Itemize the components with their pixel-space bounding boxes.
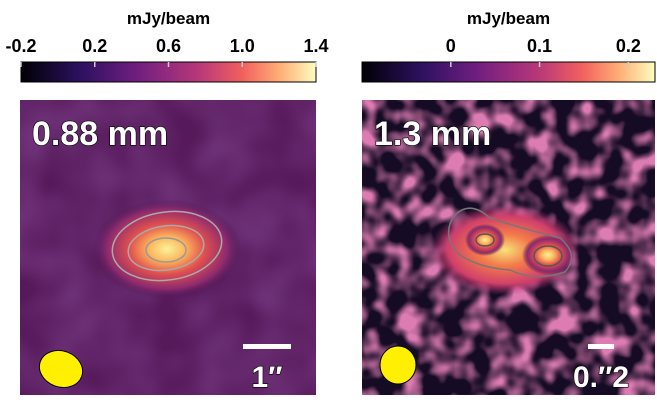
colorbar-label: mJy/beam: [467, 9, 550, 28]
colorbar-tick-label: 1.4: [303, 36, 328, 56]
beam: [380, 346, 416, 384]
colorbar-tick-label: 0.1: [527, 36, 552, 56]
scale-bar: [243, 344, 291, 349]
colorbar-label: mJy/beam: [127, 9, 210, 28]
scale-bar: [588, 344, 614, 349]
scale-bar-label: 0.″2: [573, 361, 629, 394]
source: [92, 199, 242, 299]
colorbar-tick-label: 0.2: [82, 36, 107, 56]
figure: mJy/beam -0.2 0.2 0.6 1.0 1.4 0.88 mm 1″ mJy/bea…: [0, 0, 657, 403]
colorbar-tick-label: -0.2: [5, 36, 36, 56]
colorbar-tick-label: 0: [446, 36, 456, 56]
colorbar-tick-label: 1.0: [230, 36, 255, 56]
panel-label: 0.88 mm: [32, 115, 168, 153]
source: [465, 224, 505, 256]
scale-bar-label: 1″: [251, 361, 282, 394]
colorbar-tick-label: 0.6: [156, 36, 181, 56]
colorbar: [362, 62, 655, 82]
colorbar-tick-label: 0.2: [616, 36, 641, 56]
panel-label: 1.3 mm: [374, 115, 491, 153]
source: [522, 235, 574, 275]
